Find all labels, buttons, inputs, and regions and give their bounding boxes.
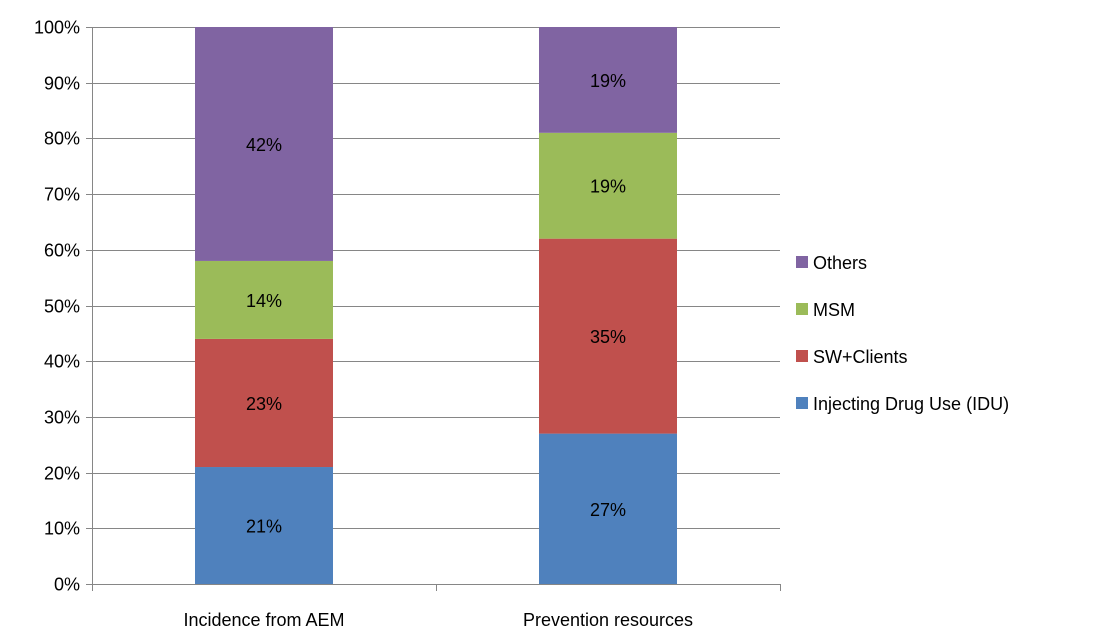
bar-segment	[539, 238, 677, 434]
data-label: 14%	[246, 291, 282, 311]
y-tick-label: 60%	[44, 241, 80, 261]
bar-segment	[195, 467, 333, 584]
data-label: 42%	[246, 135, 282, 155]
bar-segment	[539, 433, 677, 584]
data-label: 35%	[590, 327, 626, 347]
x-category-label: Incidence from AEM	[183, 610, 344, 630]
y-tick-label: 0%	[54, 575, 80, 595]
legend-swatch	[796, 303, 808, 315]
legend-swatch	[796, 350, 808, 362]
data-label: 27%	[590, 500, 626, 520]
y-tick-label: 100%	[34, 18, 80, 38]
bar-segment	[195, 27, 333, 261]
y-tick-label: 80%	[44, 129, 80, 149]
data-labels: 21% 23% 14% 42% 27% 35% 19% 19%	[246, 71, 626, 537]
y-tick-label: 30%	[44, 408, 80, 428]
y-tick-label: 70%	[44, 185, 80, 205]
y-tick-label: 50%	[44, 297, 80, 317]
bar-segment	[539, 27, 677, 133]
legend-label: MSM	[813, 300, 855, 320]
y-tick-label: 40%	[44, 352, 80, 372]
legend-swatch	[796, 256, 808, 268]
data-label: 21%	[246, 517, 282, 537]
axes: 0% 10% 20% 30% 40% 50% 60% 70% 80% 90% 100% Inciden…	[34, 18, 781, 630]
data-label: 23%	[246, 394, 282, 414]
bars	[195, 27, 677, 584]
x-category-label: Prevention resources	[523, 610, 693, 630]
y-tick-label: 20%	[44, 464, 80, 484]
y-tick-label: 90%	[44, 74, 80, 94]
legend: Others MSM SW+Clients Injecting Drug Use (I…	[796, 253, 1009, 414]
legend-label: SW+Clients	[813, 347, 908, 367]
bar-segment	[539, 132, 677, 239]
bar-segment	[195, 338, 333, 468]
legend-swatch	[796, 397, 808, 409]
legend-label: Others	[813, 253, 867, 273]
legend-label: Injecting Drug Use (IDU)	[813, 394, 1009, 414]
data-label: 19%	[590, 177, 626, 197]
y-tick-label: 10%	[44, 519, 80, 539]
bar-segment	[195, 260, 333, 339]
data-label: 19%	[590, 71, 626, 91]
